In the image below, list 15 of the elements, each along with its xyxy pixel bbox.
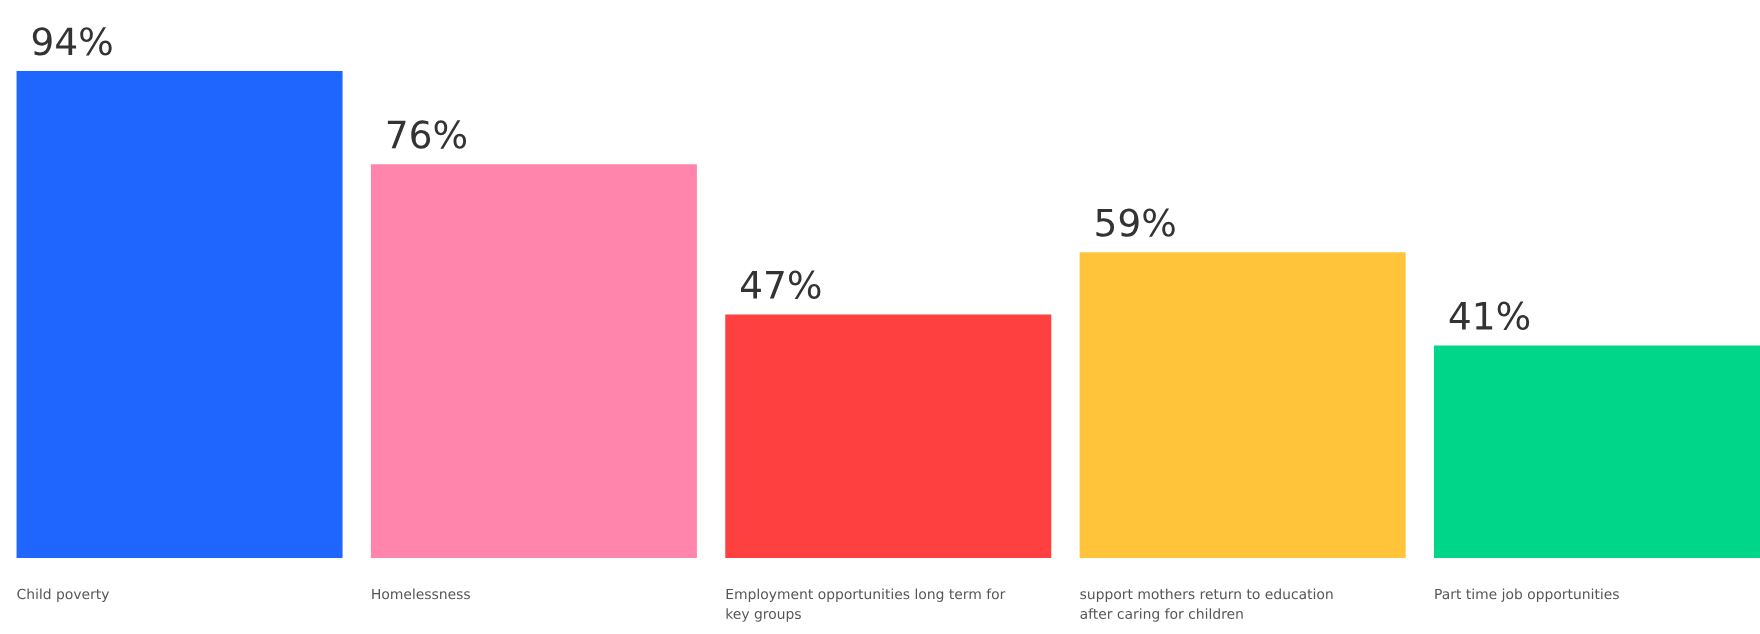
bar <box>370 164 697 558</box>
bar <box>1433 345 1760 558</box>
x-tick-label: Homelessness <box>372 588 470 600</box>
x-tick-label: Part time job opportunities <box>1435 588 1619 602</box>
data-label: 76% <box>387 120 467 149</box>
x-tick-label: Employment opportunities long term for key groups <box>726 588 1006 622</box>
x-tick-label: support mothers return to education after caring for children <box>1080 588 1333 622</box>
x-tick-label: Child poverty <box>17 588 110 602</box>
bar <box>1079 252 1406 558</box>
bar <box>16 71 343 558</box>
data-label: 47% <box>740 270 821 299</box>
data-label: 59% <box>1096 208 1175 237</box>
data-label: 41% <box>1449 301 1530 330</box>
data-label: 94% <box>32 27 112 56</box>
bar <box>725 314 1052 558</box>
